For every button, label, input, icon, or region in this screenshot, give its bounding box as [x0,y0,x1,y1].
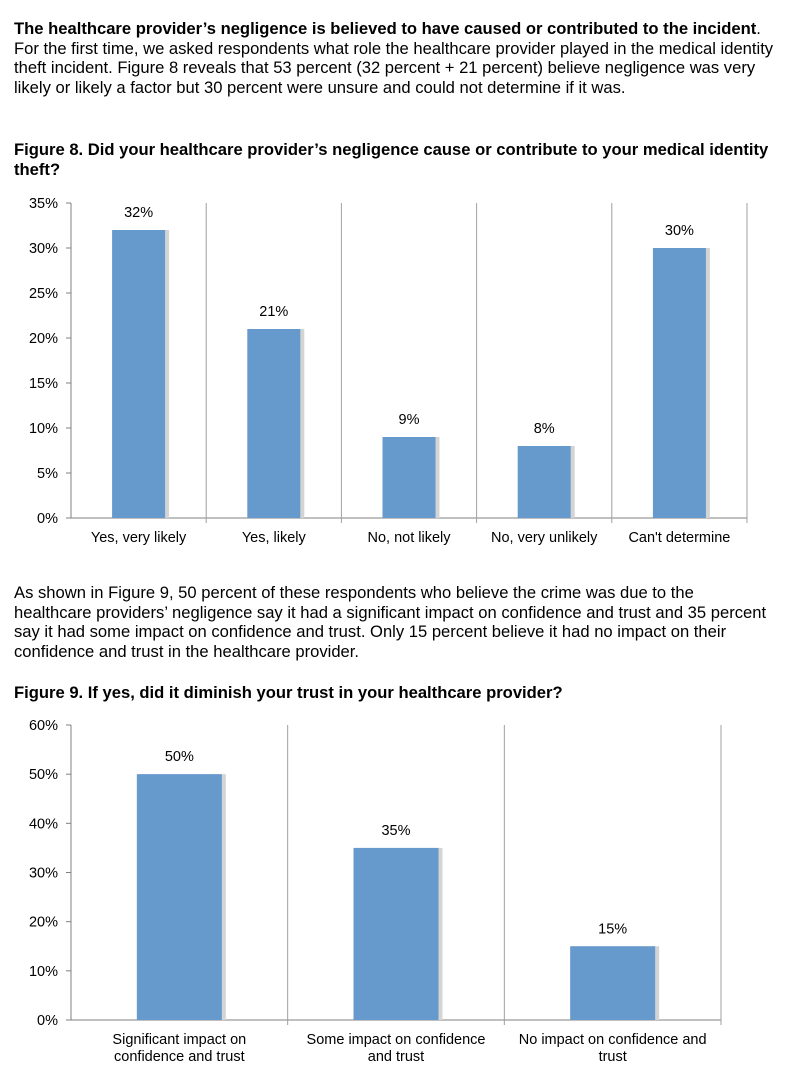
fig9-y-tick-label: 10% [29,964,58,980]
fig8-y-tick-label: 25% [29,286,58,302]
fig9-bar [353,847,439,1020]
fig8-y-tick-label: 35% [29,196,58,212]
fig8-y-tick-label: 15% [29,376,58,392]
fig9-y-tick-label: 60% [29,718,58,734]
fig8-bar [652,248,706,518]
figure-9-title: Figure 9. If yes, did it diminish your t… [14,683,563,702]
fig8-category-label: No, not likely [367,530,451,546]
fig8-data-label: 8% [534,421,555,437]
fig8-bar [247,329,301,518]
fig8-bar [112,230,166,518]
fig8-category-label: Yes, likely [242,530,307,546]
fig9-category-label: No impact on confidence and trust [519,1032,707,1065]
fig9-y-tick-label: 50% [29,767,58,783]
fig8-data-label: 21% [259,304,288,320]
intro-bold-lead: The healthcare provider’s negligence is … [14,19,757,38]
fig9-y-tick-label: 20% [29,915,58,931]
fig9-data-label: 35% [381,823,410,839]
fig8-bar [517,446,571,518]
fig8-y-tick-label: 20% [29,331,58,347]
fig8-category-label: Can't determine [628,530,730,546]
fig8-y-tick-label: 0% [37,511,58,527]
fig8-category-label: Yes, very likely [91,530,187,546]
fig9-data-label: 50% [165,749,194,765]
fig8-data-label: 32% [124,205,153,221]
fig8-data-label: 9% [399,412,420,428]
fig9-category-label: Some impact on confidence and trust [307,1032,486,1065]
fig8-data-label: 30% [665,223,694,239]
figure-8-chart: 0% 5% 10% 15% 20% 25% 30% 35% 32% Yes, very likel… [29,196,748,546]
fig8-y-tick-label: 5% [37,466,58,482]
middle-paragraph: As shown in Figure 9, 50 percent of thes… [14,583,767,661]
fig8-y-tick-label: 30% [29,241,58,257]
fig9-data-label: 15% [598,921,627,937]
fig8-category-label: No, very unlikely [491,530,598,546]
fig8-bar [382,437,436,518]
fig9-y-tick-label: 30% [29,866,58,882]
fig8-y-tick-label: 10% [29,421,58,437]
fig9-bar [136,774,222,1020]
fig9-bar [570,946,656,1020]
fig9-category-label: Significant impact on confidence and trus… [112,1032,246,1065]
intro-paragraph: The healthcare provider’s negligence is … [14,19,774,97]
fig9-y-tick-label: 40% [29,816,58,832]
intro-body: . For the first time, we asked responden… [14,19,774,97]
fig9-y-tick-label: 0% [37,1013,58,1029]
figure-8-title: Figure 8. Did your healthcare provider’s… [14,140,769,179]
